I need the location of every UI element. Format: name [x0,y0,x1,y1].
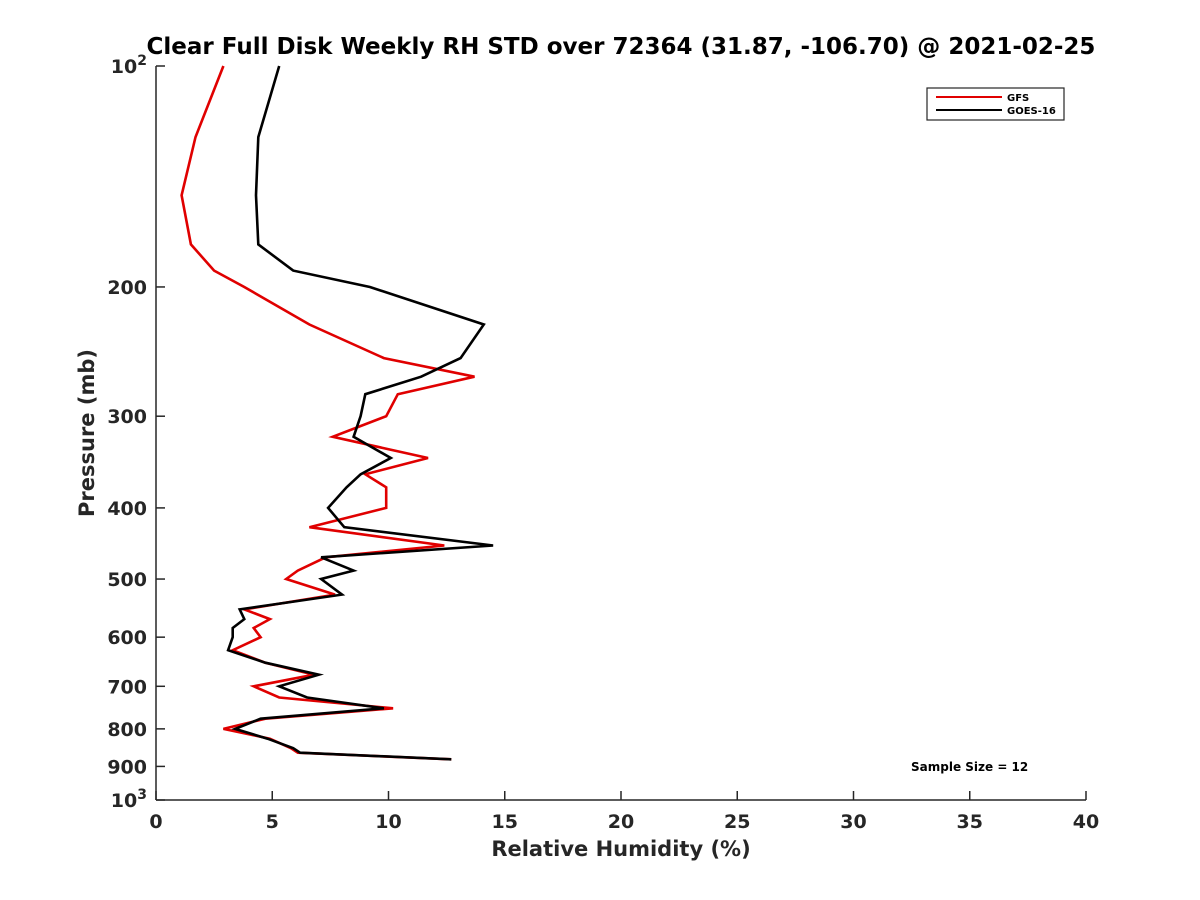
x-axis-label: Relative Humidity (%) [491,837,750,861]
x-tick-label: 15 [492,811,518,833]
x-tick-label: 30 [840,811,866,833]
y-tick-label: 103 [111,787,147,812]
y-axis-label: Pressure (mb) [75,349,99,517]
legend-label-gfs: GFS [1007,93,1029,104]
x-tick-label: 10 [375,811,401,833]
x-tick-label: 35 [957,811,983,833]
y-tick-label: 400 [107,498,147,520]
y-tick-label: 102 [111,53,147,78]
y-tick-label: 600 [107,627,147,649]
x-tick-label: 40 [1073,811,1099,833]
x-axis-ticks: 0 5 10 15 20 25 30 35 40 [149,791,1099,833]
y-tick-label: 700 [107,676,147,698]
y-tick-label: 200 [107,277,147,299]
legend: GFS GOES-16 [926,87,1065,121]
x-tick-label: 5 [266,811,279,833]
y-tick-label: 500 [107,569,147,591]
plot-frame [156,66,1086,800]
sample-size-annotation: Sample Size = 12 [911,760,1028,774]
plot-area [180,65,494,761]
x-tick-label: 20 [608,811,634,833]
y-tick-label: 900 [107,756,147,778]
legend-label-goes-16: GOES-16 [1007,106,1056,117]
y-axis-ticks: 102 200 300 400 500 600 700 800 900 103 [107,53,165,812]
legend-box [926,87,1065,121]
series-line-gfs [180,65,475,761]
x-tick-label: 25 [724,811,750,833]
series-line-goes-16 [226,65,494,761]
y-tick-label: 300 [107,406,147,428]
y-tick-label: 800 [107,719,147,741]
x-tick-label: 0 [149,811,162,833]
chart-title: Clear Full Disk Weekly RH STD over 72364… [147,34,1096,60]
